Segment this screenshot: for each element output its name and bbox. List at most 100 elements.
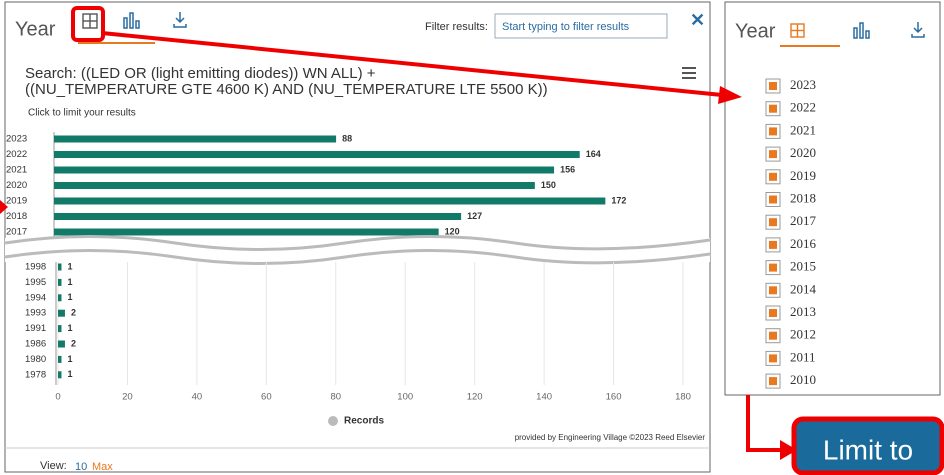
break-wave: [4, 249, 711, 265]
table-icon[interactable]: [82, 13, 98, 29]
value-label: 120: [445, 226, 460, 236]
list-item-label: 2023: [790, 77, 816, 92]
bar: [58, 294, 62, 302]
y-tick-label: 2019: [6, 196, 27, 207]
value-label: 2: [71, 338, 76, 348]
chart-icon[interactable]: [853, 22, 870, 39]
value-label: 127: [467, 211, 482, 221]
value-label: 1: [67, 292, 72, 302]
bar: [54, 182, 535, 189]
value-label: 1: [67, 261, 72, 271]
y-tick-label: 1986: [25, 339, 46, 350]
table-icon[interactable]: [790, 23, 805, 38]
x-tick-label: 100: [397, 392, 413, 403]
bar: [58, 325, 62, 333]
download-icon[interactable]: [911, 22, 925, 38]
checkbox-fill: [769, 82, 777, 90]
bar: [54, 228, 439, 236]
list-item-label: 2015: [790, 259, 816, 274]
checkbox-fill: [769, 286, 777, 295]
y-tick-label: 1995: [25, 277, 46, 288]
arrow-head: [780, 440, 797, 460]
y-tick-label: 1993: [25, 308, 46, 319]
x-tick-label: 120: [467, 392, 483, 403]
value-label: 150: [541, 180, 556, 190]
bar: [58, 309, 65, 317]
checkbox-fill: [769, 263, 777, 272]
x-tick-label: 0: [55, 392, 60, 403]
hint: Click to limit your results: [28, 108, 136, 119]
panel-heading: Year: [735, 20, 776, 42]
bar: [54, 197, 606, 205]
bar: [58, 278, 62, 286]
filter-placeholder: Start typing to filter results: [502, 21, 630, 33]
y-tick-label: 1980: [25, 354, 46, 365]
bar: [58, 340, 65, 348]
checkbox-fill: [769, 377, 777, 386]
view-option[interactable]: Max: [92, 461, 113, 473]
view-option[interactable]: 10: [75, 461, 87, 473]
value-label: 1: [67, 354, 72, 364]
value-label: 1: [67, 369, 72, 379]
credit: provided by Engineering Village ©2023 Re…: [515, 433, 706, 442]
chart-icon[interactable]: [123, 12, 140, 29]
bar: [54, 166, 555, 174]
right-panel: [724, 1, 941, 396]
checkbox-fill: [769, 172, 777, 181]
list-item-label: 2010: [790, 372, 816, 387]
checkbox-fill: [769, 127, 777, 136]
arrow-head: [718, 86, 742, 104]
list-item-label: 2012: [790, 327, 816, 342]
view-label: View:: [40, 460, 67, 472]
checkbox-fill: [769, 218, 777, 227]
break-wave: [4, 235, 711, 251]
x-tick-label: 80: [330, 392, 341, 403]
list-item-label: 2011: [790, 349, 816, 364]
checkbox-fill: [769, 331, 777, 340]
menu-icon[interactable]: [682, 67, 696, 79]
arrow: [101, 31, 723, 97]
checkbox-fill: [769, 195, 777, 204]
x-tick-label: 60: [261, 392, 272, 403]
arrow: [746, 395, 782, 452]
x-tick-label: 160: [606, 392, 622, 403]
value-label: 1: [67, 323, 72, 333]
close-button[interactable]: ✕: [690, 10, 705, 30]
y-tick-label: 1994: [25, 292, 46, 303]
y-tick-label: 2020: [6, 180, 27, 191]
checkbox-fill: [769, 354, 777, 363]
list-item-label: 2016: [790, 236, 817, 251]
list-item-label: 2013: [790, 304, 816, 319]
x-tick-label: 180: [675, 392, 691, 403]
list-item-label: 2020: [790, 145, 816, 160]
panel-heading: Year: [15, 18, 56, 40]
list-item-label: 2021: [790, 122, 816, 137]
search-text: ((NU_TEMPERATURE GTE 4600 K) AND (NU_TEM…: [25, 81, 548, 98]
limit-button[interactable]: [791, 416, 944, 475]
y-tick-label: 2023: [6, 134, 27, 145]
x-tick-label: 20: [122, 392, 133, 403]
value-label: 1: [67, 277, 72, 287]
value-label: 172: [611, 195, 626, 205]
value-label: 2: [71, 308, 76, 318]
search-text: Search: ((LED OR (light emitting diodes)…: [25, 65, 376, 82]
download-icon[interactable]: [173, 12, 187, 28]
bar: [58, 371, 62, 379]
y-tick-label: 2017: [6, 227, 27, 238]
x-tick-label: 40: [192, 392, 203, 403]
value-label: 88: [342, 133, 352, 143]
filter-label: Filter results:: [425, 21, 488, 33]
y-tick-label: 1998: [25, 262, 46, 273]
bar: [54, 151, 580, 158]
value-label: 164: [586, 149, 601, 159]
bar: [54, 135, 337, 143]
button-label: Limit to: [823, 434, 913, 465]
filter-input[interactable]: [494, 13, 668, 39]
list-item-label: 2014: [790, 281, 817, 296]
value-label: 156: [560, 164, 575, 174]
y-tick-label: 1978: [25, 369, 46, 380]
list-item-label: 2017: [790, 213, 817, 228]
x-tick-label: 140: [536, 392, 552, 403]
bar: [58, 355, 62, 363]
